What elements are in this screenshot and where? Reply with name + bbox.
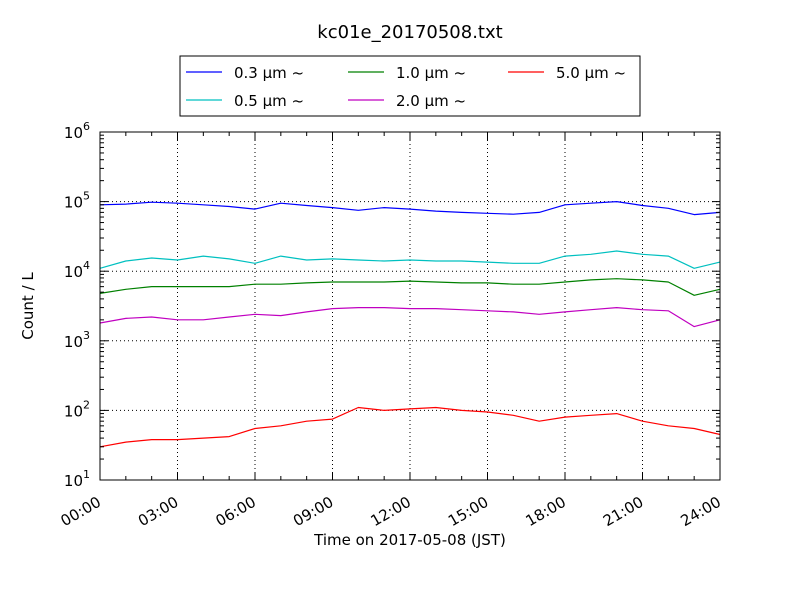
legend-label-1: 0.3 μm ~: [234, 64, 304, 82]
legend-label-5: 5.0 μm ~: [556, 64, 626, 82]
series-line-2: [99, 250, 721, 269]
series-line-5: [99, 406, 721, 448]
legend-box: [179, 55, 641, 117]
series-line-3: [99, 278, 721, 296]
legend-label-2: 0.5 μm ~: [234, 92, 304, 110]
x-axis-label: Time on 2017-05-08 (JST): [313, 531, 506, 549]
legend-label-3: 1.0 μm ~: [396, 64, 466, 82]
series-line-1: [99, 201, 721, 216]
y-axis-label: Count / L: [19, 272, 37, 340]
series-lines: [99, 201, 721, 448]
legend: 0.3 μm ~ 1.0 μm ~ 5.0 μm ~ 0.5 μm ~ 2.0 μm ~: [179, 55, 641, 117]
chart-title: kc01e_20170508.txt: [317, 22, 502, 43]
ticks: [99, 131, 721, 481]
series-line-4: [99, 307, 721, 328]
legend-label-4: 2.0 μm ~: [396, 92, 466, 110]
